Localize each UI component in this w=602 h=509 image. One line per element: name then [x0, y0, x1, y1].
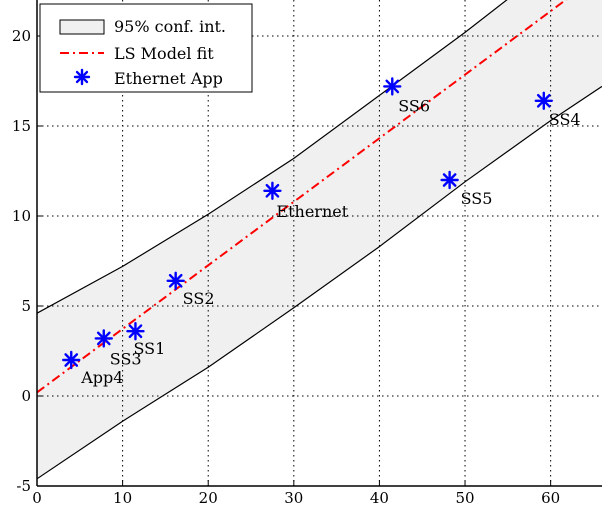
y-tick-label: 20 [12, 27, 31, 45]
legend-swatch-marker [73, 68, 91, 86]
x-tick-label: 40 [370, 489, 389, 507]
y-tick-label: 10 [12, 207, 31, 225]
x-tick-label: 20 [199, 489, 218, 507]
x-tick-label: 0 [32, 489, 42, 507]
point-label: SS4 [549, 110, 581, 129]
confidence-band-fill [37, 0, 602, 479]
data-point-ss3 [94, 329, 113, 348]
point-label: SS5 [461, 189, 493, 208]
point-label: SS2 [183, 289, 215, 308]
data-point-ss5 [440, 170, 459, 190]
data-point-ss4 [534, 91, 553, 111]
y-tick-label: 0 [21, 387, 31, 405]
legend-label: 95% conf. int. [114, 17, 226, 36]
y-tick-label: 15 [12, 117, 31, 135]
x-tick-label: 50 [455, 489, 474, 507]
confidence-band-lower [37, 85, 602, 480]
data-point-app4 [62, 350, 81, 370]
point-label: Ethernet [276, 202, 348, 221]
point-label: SS1 [133, 339, 165, 358]
legend-swatch-band [59, 19, 105, 35]
y-tick-label: -5 [16, 477, 31, 495]
confidence-band-upper [37, 0, 508, 314]
data-point-ss6 [383, 77, 402, 96]
data-point-ethernet [263, 181, 282, 201]
data-point-ss1 [126, 322, 145, 341]
x-tick-label: 60 [541, 489, 560, 507]
x-tick-label: 30 [284, 489, 303, 507]
point-label: App4 [80, 368, 123, 387]
x-tick-label: 10 [113, 489, 132, 507]
point-label: SS3 [110, 349, 142, 368]
legend-label: LS Model fit [114, 44, 214, 63]
legend-label: Ethernet App [114, 69, 223, 88]
point-label: SS6 [398, 96, 430, 115]
y-tick-label: 5 [21, 297, 31, 315]
fit-line [37, 0, 568, 394]
data-point-ss2 [166, 271, 185, 290]
